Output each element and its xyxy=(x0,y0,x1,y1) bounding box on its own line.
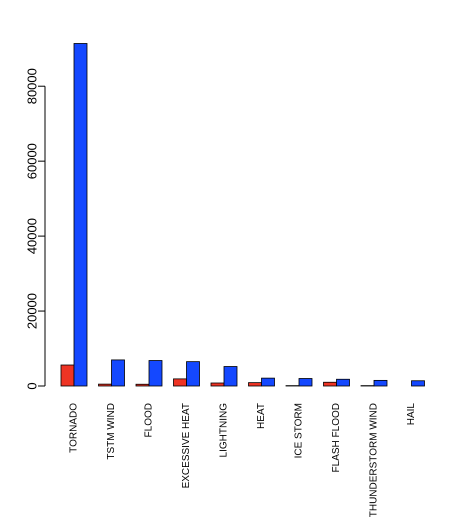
x-tick-label: LIGHTNING xyxy=(219,403,230,458)
x-tick-label: TSTM WIND xyxy=(106,403,117,460)
bar xyxy=(336,378,350,387)
bar xyxy=(248,382,262,387)
x-tick-label: HEAT xyxy=(256,403,267,429)
bar xyxy=(411,380,425,387)
y-tick-label: 20000 xyxy=(24,293,39,329)
x-tick-label: FLOOD xyxy=(144,403,155,437)
bar xyxy=(323,381,337,387)
bar xyxy=(373,379,388,387)
y-tick-label: 40000 xyxy=(24,218,39,254)
x-tick-label: THUNDERSTORM WIND xyxy=(369,403,380,517)
y-tick-label: 80000 xyxy=(24,68,39,104)
bar xyxy=(298,378,313,387)
y-tick-label: 0 xyxy=(24,382,39,389)
x-tick-label: ICE STORM xyxy=(294,403,305,458)
x-tick-label: EXCESSIVE HEAT xyxy=(181,403,192,488)
bar xyxy=(210,382,225,387)
x-tick-label: HAIL xyxy=(406,403,417,426)
bar xyxy=(60,364,75,387)
bar xyxy=(73,43,88,387)
bar xyxy=(111,359,125,387)
x-tick-label: FLASH FLOOD xyxy=(331,403,342,472)
bar xyxy=(223,366,238,387)
bar xyxy=(135,383,150,387)
bar xyxy=(261,377,275,387)
bar xyxy=(148,360,163,387)
bar xyxy=(186,361,200,387)
bar xyxy=(98,383,112,387)
y-tick-label: 60000 xyxy=(24,143,39,179)
x-tick-label: TORNADO xyxy=(69,403,80,453)
bar xyxy=(173,378,187,387)
